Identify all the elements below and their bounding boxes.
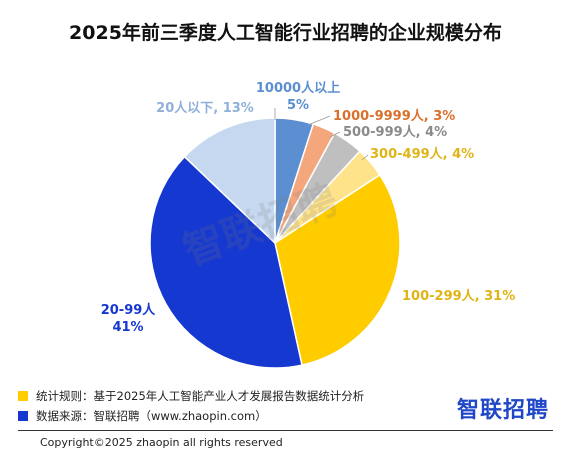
slice-label-2: 500-999人, 4% [343,124,447,140]
slice-label-5: 20-99人 41% [101,302,157,335]
leader-line-1 [307,115,331,126]
source-legend-swatch [18,411,28,421]
source-legend-label: 数据来源：智联招聘（www.zhaopin.com） [36,409,267,423]
pie-slice-5 [149,155,303,369]
chart-title: 2025年前三季度人工智能行业招聘的企业规模分布 [69,22,502,44]
pie-slice-6 [183,117,276,245]
slice-label-6: 20人以下, 13% [156,100,254,116]
copyright-text: Copyright©2025 zhaopin all rights reserv… [40,436,283,449]
rule-legend-label: 统计规则：基于2025年人工智能产业人才发展报告数据统计分析 [36,389,365,403]
slice-label-0: 10000人以上 5% [256,80,340,113]
footer-divider [18,430,553,431]
brand-logo: 智联招聘 [456,398,549,423]
slice-label-3: 300-499人, 4% [370,146,474,162]
slice-label-1: 1000-9999人, 3% [333,108,455,124]
rule-legend-swatch [18,391,28,401]
source-legend-row: 数据来源：智联招聘（www.zhaopin.com） [18,408,267,424]
rule-legend-row: 统计规则：基于2025年人工智能产业人才发展报告数据统计分析 [18,388,364,404]
slice-label-4: 100-299人, 31% [402,288,515,304]
leader-line-3 [361,154,369,161]
pie-slice-4 [274,173,401,366]
leader-line-2 [329,131,341,138]
